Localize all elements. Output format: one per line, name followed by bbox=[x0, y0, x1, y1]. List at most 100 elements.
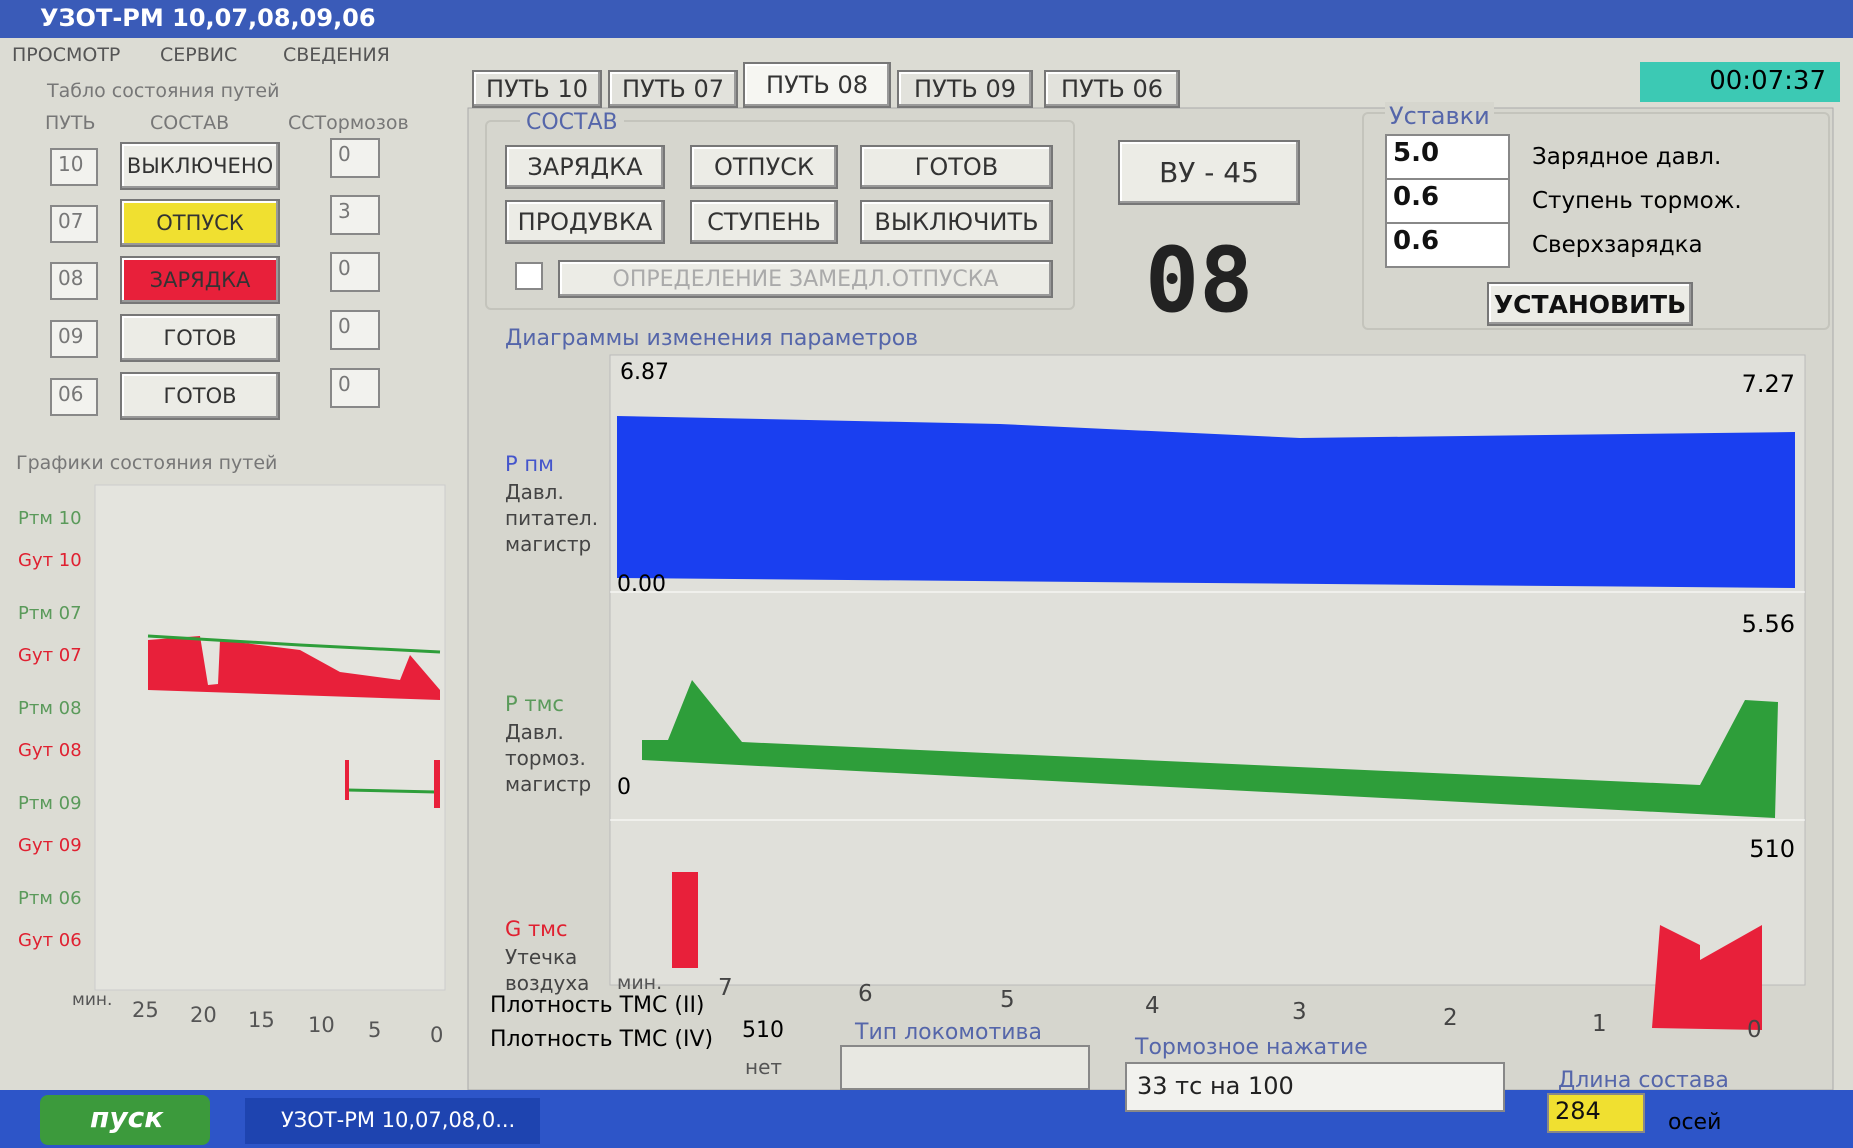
brake-count: 0 bbox=[330, 368, 380, 408]
panel-desc: Давл. bbox=[505, 720, 564, 744]
panel-name: G тмс bbox=[505, 917, 568, 941]
vu-button[interactable]: ВУ - 45 bbox=[1118, 140, 1300, 205]
tab[interactable]: ПУТЬ 07 bbox=[608, 70, 738, 108]
button[interactable]: ГОТОВ bbox=[860, 145, 1053, 189]
axis-unit: мин. bbox=[617, 972, 662, 994]
track-number: 06 bbox=[50, 378, 98, 416]
footer-label: Плотность ТМС (IV) bbox=[490, 1027, 713, 1052]
track-state[interactable]: ОТПУСК bbox=[120, 199, 280, 247]
axis-tick: 15 bbox=[248, 1008, 275, 1032]
track-state[interactable]: ВЫКЛЮЧЕНО bbox=[120, 142, 280, 190]
value-label: 5.56 bbox=[1690, 610, 1795, 638]
button[interactable]: ПРОДУВКА bbox=[505, 200, 665, 244]
screen: УЗОТ-РМ 10,07,08,09,06 ПРОСМОТР СЕРВИС СВЕД… bbox=[0, 0, 1853, 1148]
brake-count: 0 bbox=[330, 252, 380, 292]
panel-desc: питател. bbox=[505, 506, 598, 530]
apply-button[interactable]: УСТАНОВИТЬ bbox=[1487, 282, 1693, 326]
menu-item[interactable]: ПРОСМОТР bbox=[12, 44, 120, 66]
tab[interactable]: ПУТЬ 10 bbox=[472, 70, 602, 108]
track-number: 07 bbox=[50, 205, 98, 243]
menu-item[interactable]: СВЕДЕНИЯ bbox=[283, 44, 390, 66]
footer-label: Длина состава bbox=[1558, 1068, 1729, 1093]
footer-label: Плотность ТМС (II) bbox=[490, 993, 705, 1018]
section-title: Табло состояния путей bbox=[47, 80, 279, 102]
footer-label: осей bbox=[1668, 1110, 1721, 1135]
checkbox-label: ОПРЕДЕЛЕНИЕ ЗАМЕДЛ.ОТПУСКА bbox=[558, 260, 1053, 298]
axis-tick: 25 bbox=[132, 998, 159, 1022]
checkbox[interactable] bbox=[515, 262, 543, 290]
value-label: 510 bbox=[1690, 835, 1795, 863]
value-label: 7.27 bbox=[1690, 370, 1795, 398]
button[interactable]: ОТПУСК bbox=[690, 145, 838, 189]
brake-count: 0 bbox=[330, 138, 380, 178]
chart-label: Ртм 10 bbox=[18, 508, 82, 529]
chart-label: Ртм 07 bbox=[18, 603, 82, 624]
leak-bar bbox=[672, 872, 698, 968]
footer-value: нет bbox=[745, 1055, 782, 1079]
chart-label: Gут 07 bbox=[18, 645, 82, 666]
brake-count: 0 bbox=[330, 310, 380, 350]
menu-item[interactable]: СЕРВИС bbox=[160, 44, 237, 66]
window-title: УЗОТ-РМ 10,07,08,09,06 bbox=[40, 4, 376, 32]
clock: 00:07:37 bbox=[1640, 62, 1840, 102]
group-title: Диаграммы изменения параметров bbox=[505, 326, 918, 351]
axis-tick: 6 bbox=[858, 981, 873, 1007]
axis-tick: 10 bbox=[308, 1013, 335, 1037]
brake-count: 3 bbox=[330, 195, 380, 235]
panel-desc: магистр bbox=[505, 532, 591, 556]
track-line bbox=[347, 790, 436, 792]
axis-tick: 5 bbox=[1000, 987, 1015, 1013]
track-state[interactable]: ГОТОВ bbox=[120, 372, 280, 420]
track-number: 08 bbox=[50, 262, 98, 300]
text-input[interactable]: 284 bbox=[1547, 1093, 1645, 1133]
axis-tick: 2 bbox=[1443, 1005, 1458, 1031]
start-button[interactable]: пуск bbox=[40, 1095, 210, 1145]
combobox[interactable]: 33 тс на 100 bbox=[1125, 1062, 1505, 1112]
column-header: СОСТАВ bbox=[150, 112, 229, 134]
chart-label: Gут 10 bbox=[18, 550, 82, 571]
axis-tick: 20 bbox=[190, 1003, 217, 1027]
column-header: ССТормозов bbox=[288, 112, 409, 134]
group-title: СОСТАВ bbox=[520, 110, 624, 135]
panel-desc: магистр bbox=[505, 772, 591, 796]
track-tick bbox=[345, 760, 349, 800]
setting-value[interactable]: 0.6 bbox=[1385, 178, 1510, 224]
value-label: 6.87 bbox=[620, 360, 669, 385]
panel-name: Р пм bbox=[505, 452, 554, 476]
tab[interactable]: ПУТЬ 09 bbox=[897, 70, 1033, 108]
axis-tick: 0 bbox=[1747, 1017, 1762, 1043]
combobox[interactable] bbox=[840, 1045, 1090, 1090]
pressure-area bbox=[617, 416, 1795, 588]
track-number: 09 bbox=[50, 320, 98, 358]
column-header: ПУТЬ bbox=[45, 112, 96, 134]
track-state[interactable]: ЗАРЯДКА bbox=[120, 256, 280, 304]
button[interactable]: ЗАРЯДКА bbox=[505, 145, 665, 189]
axis-tick: 1 bbox=[1592, 1011, 1607, 1037]
panel-desc: тормоз. bbox=[505, 746, 586, 770]
group-title: Уставки bbox=[1385, 102, 1494, 130]
task-button[interactable]: УЗОТ-РМ 10,07,08,0... bbox=[245, 1098, 540, 1144]
panel-name: Р тмс bbox=[505, 692, 564, 716]
chart-label: Gут 08 bbox=[18, 740, 82, 761]
button[interactable]: ВЫКЛЮЧИТЬ bbox=[860, 200, 1053, 244]
tab[interactable]: ПУТЬ 06 bbox=[1044, 70, 1180, 108]
setting-value[interactable]: 0.6 bbox=[1385, 222, 1510, 268]
setting-label: Сверхзарядка bbox=[1532, 232, 1703, 258]
track-chart-area bbox=[95, 485, 445, 990]
footer-label: Тормозное нажатие bbox=[1135, 1035, 1368, 1060]
track-number: 10 bbox=[50, 148, 98, 186]
panel-desc: воздуха bbox=[505, 971, 589, 995]
tab[interactable]: ПУТЬ 08 bbox=[743, 62, 891, 108]
chart-label: Ртм 06 bbox=[18, 888, 82, 909]
chart-label: Gут 09 bbox=[18, 835, 82, 856]
panel-desc: Утечка bbox=[505, 945, 577, 969]
button[interactable]: СТУПЕНЬ bbox=[690, 200, 838, 244]
axis-tick: 4 bbox=[1145, 993, 1160, 1019]
axis-tick: 7 bbox=[718, 975, 733, 1001]
chart-label: Ртм 08 bbox=[18, 698, 82, 719]
footer-value: 510 bbox=[742, 1018, 784, 1043]
track-state[interactable]: ГОТОВ bbox=[120, 314, 280, 362]
panel-desc: Давл. bbox=[505, 480, 564, 504]
setting-value[interactable]: 5.0 bbox=[1385, 134, 1510, 180]
chart-label: Ртм 09 bbox=[18, 793, 82, 814]
